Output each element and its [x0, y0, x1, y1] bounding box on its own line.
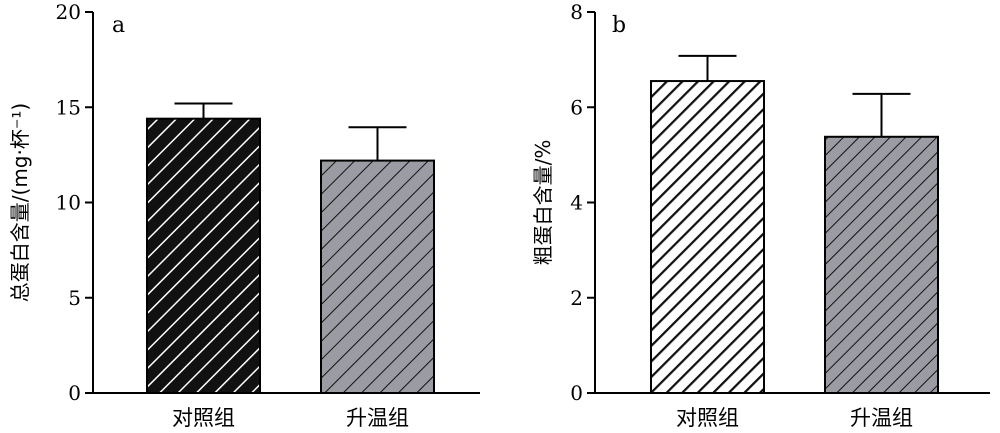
chart-panel-b: 对照组 升温组 0 2 4 6 8 粗蛋白含量/% b — [531, 0, 990, 430]
y-axis-label-a: 总蛋白含量/(mg·杯⁻¹) — [8, 103, 32, 302]
y-tick-label-a: 0 — [68, 381, 81, 405]
bar-a-1 — [146, 117, 261, 395]
y-axis-label-b: 粗蛋白含量/% — [531, 140, 555, 266]
y-tick-label-b: 4 — [570, 191, 583, 215]
y-tick-label-a: 20 — [56, 0, 81, 24]
bar-b-1 — [650, 80, 765, 395]
category-label-b-1: 对照组 — [676, 406, 739, 430]
y-tick-label-b: 0 — [570, 381, 583, 405]
chart-panel-a: 对照组 升温组 0 5 10 15 20 总蛋白含量/(mg·杯⁻¹) a — [8, 0, 480, 430]
y-tick-label-a: 15 — [56, 95, 81, 119]
y-tick-label-b: 6 — [570, 95, 583, 119]
category-label-a-2: 升温组 — [346, 406, 409, 430]
bar-b-2 — [824, 135, 939, 394]
y-tick-label-b: 8 — [570, 0, 583, 24]
panel-letter-a: a — [112, 13, 125, 38]
category-label-b-2: 升温组 — [850, 406, 913, 430]
y-tick-label-a: 5 — [68, 286, 81, 310]
panel-letter-b: b — [612, 13, 626, 38]
y-tick-label-a: 10 — [56, 191, 81, 215]
bar-a-2 — [320, 159, 435, 394]
y-tick-label-b: 2 — [570, 286, 583, 310]
category-label-a-1: 对照组 — [172, 406, 235, 430]
